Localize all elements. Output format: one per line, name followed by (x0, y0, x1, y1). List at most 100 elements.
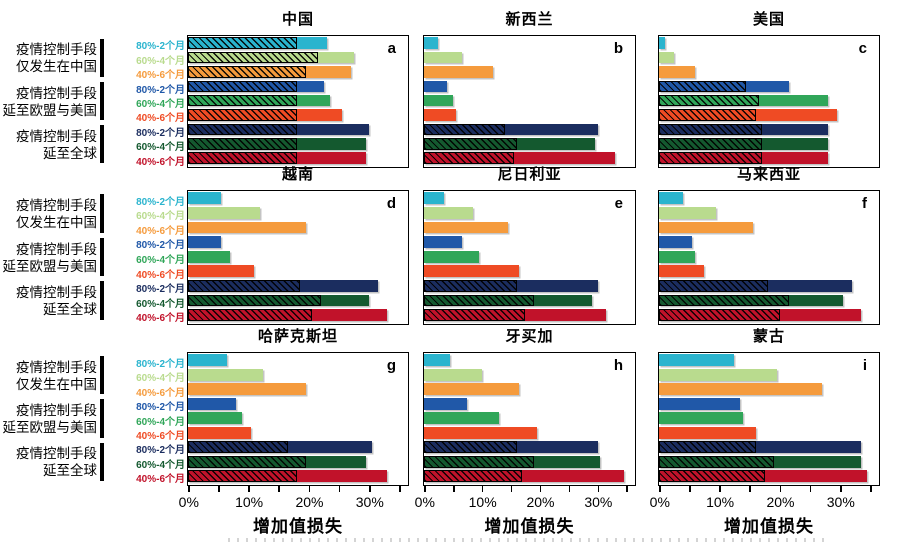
bar-b-60%-4个月 (424, 51, 462, 64)
bar-i-60%-4个月 (659, 412, 744, 425)
bar-hatched-segment (424, 455, 534, 468)
bar-series-label: 80%-2个月 (136, 445, 185, 457)
bar-d-60%-4个月 (188, 294, 369, 307)
bar-d-40%-6个月 (188, 265, 255, 278)
bar-series-label: 60%-4个月 (136, 416, 185, 428)
subplot-g: g (187, 352, 409, 486)
bar-series-label: 60%-4个月 (136, 211, 185, 223)
bar-d-80%-2个月 (188, 236, 222, 248)
bar-a-80%-2个月 (188, 123, 369, 136)
subplot-title: 中国 (281, 11, 314, 28)
bar-hatched-segment (424, 123, 505, 136)
bar-hatched-segment (424, 280, 517, 292)
bar-c-60%-4个月 (659, 94, 828, 107)
plot-area: i (659, 353, 879, 485)
bar-hatched-segment (424, 441, 517, 454)
bar-d-80%-2个月 (188, 192, 222, 205)
subplot-a: a (187, 35, 409, 168)
bar-f-40%-6个月 (659, 309, 862, 321)
subplot-title: 牙买加 (505, 328, 554, 345)
bar-hatched-segment (188, 109, 297, 121)
bar-h-60%-4个月 (424, 455, 601, 468)
bar-a-40%-6个月 (188, 109, 342, 121)
panel-letter: a (387, 40, 396, 57)
scenario-group-label: 疫情控制手段 延至全球 (16, 128, 97, 162)
bar-b-80%-2个月 (424, 37, 439, 49)
subplot-d: d (187, 190, 409, 325)
group-bracket-line (100, 237, 104, 277)
scenario-group-label-line2: 延至全球 (43, 145, 97, 161)
bar-series-label: 60%-4个月 (136, 255, 185, 266)
x-axis-tick (568, 486, 571, 492)
plot-area: g (188, 353, 408, 485)
bar-g-40%-6个月 (188, 470, 388, 482)
scenario-group-label-line2: 延至全球 (43, 302, 97, 318)
bar-d-80%-2个月 (188, 280, 379, 292)
bar-g-40%-6个月 (188, 426, 252, 439)
bar-hatched-segment (659, 109, 756, 121)
x-axis-tick (809, 486, 812, 492)
x-axis-tick-label: 30% (584, 494, 613, 510)
group-bracket-line (100, 193, 104, 233)
x-axis-title: 增加值损失 (484, 517, 575, 536)
bar-f-60%-4个月 (659, 250, 696, 263)
bar-hatched-segment (188, 294, 321, 307)
bar-c-60%-4个月 (659, 51, 675, 64)
bar-hatched-segment (188, 138, 297, 150)
bar-series-label: 80%-2个月 (136, 358, 185, 370)
scenario-group-label-line2: 延至欧盟与美国 (2, 258, 98, 274)
x-axis-tick-label: 0% (414, 494, 435, 510)
x-axis-tick (597, 486, 600, 492)
bar-d-60%-4个月 (188, 250, 231, 263)
bar-series-label: 80%-2个月 (136, 41, 185, 53)
scenario-group-label-line1: 疫情控制手段 (16, 85, 97, 101)
x-axis-tick (689, 486, 691, 492)
bar-i-40%-6个月 (659, 383, 822, 396)
panel-letter: i (862, 357, 867, 374)
bar-h-80%-2个月 (424, 397, 468, 410)
group-bracket-line (100, 355, 104, 395)
bar-b-40%-6个月 (424, 109, 456, 121)
bar-series-label: 60%-4个月 (136, 298, 185, 310)
x-axis-tick-label: 20% (526, 494, 555, 510)
x-axis-tick (338, 486, 341, 492)
scenario-group-label: 疫情控制手段 延至欧盟与美国 (3, 85, 98, 119)
x-axis-tick (839, 486, 842, 492)
x-axis-tick-label: 30% (355, 494, 384, 510)
bar-series-label: 60%-4个月 (136, 142, 185, 154)
bar-e-40%-6个月 (424, 221, 508, 234)
scenario-group-label-line2: 延至全球 (43, 463, 97, 479)
subplot-title: 哈萨克斯坦 (257, 328, 338, 345)
bar-g-40%-6个月 (188, 383, 306, 396)
plot-area: a (188, 36, 408, 167)
x-axis-tick (308, 486, 311, 492)
bar-series-label: 40%-6个月 (136, 313, 185, 325)
bar-c-80%-2个月 (659, 80, 789, 93)
bar-series-label: 40%-6个月 (136, 387, 185, 399)
bar-i-40%-6个月 (659, 426, 756, 439)
bar-hatched-segment (659, 94, 759, 107)
bar-h-80%-2个月 (424, 354, 451, 367)
scenario-group-label: 疫情控制手段 延至全球 (16, 284, 97, 318)
bar-series-label: 60%-4个月 (136, 99, 185, 110)
bar-c-40%-6个月 (659, 109, 837, 121)
scenario-group-label-line1: 疫情控制手段 (16, 446, 97, 462)
bar-series-label: 40%-6个月 (136, 474, 185, 486)
plot-area: e (424, 191, 635, 324)
scenario-group-label: 疫情控制手段 仅发生在中国 (16, 197, 97, 231)
bar-series-label: 80%-2个月 (136, 196, 185, 208)
bar-d-40%-6个月 (188, 221, 306, 234)
bar-i-80%-2个月 (659, 441, 862, 454)
scenario-group-label: 疫情控制手段 仅发生在中国 (16, 359, 97, 393)
subplot-h: h (423, 352, 636, 486)
x-axis-tick-label: 10% (235, 494, 264, 510)
bar-hatched-segment (188, 80, 297, 93)
x-axis-tick (452, 486, 455, 492)
bar-hatched-segment (659, 138, 762, 150)
bar-a-60%-4个月 (188, 94, 330, 107)
bar-c-80%-2个月 (659, 37, 666, 49)
group-bracket-line (100, 399, 104, 438)
group-bracket-line (100, 38, 104, 77)
plot-area: f (659, 191, 879, 324)
bar-series-label: 40%-6个月 (136, 225, 185, 237)
